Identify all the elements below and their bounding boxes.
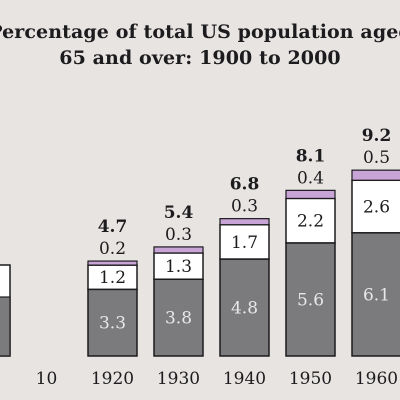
total-label-1930: 5.4 [164, 203, 194, 223]
data-label-1940-middle: 1.7 [231, 233, 258, 253]
chart-title-line-2: 65 and over: 1900 to 2000 [59, 47, 341, 69]
x-tick-label-1950: 1950 [289, 369, 332, 389]
data-label-1920-middle: 1.2 [99, 268, 126, 288]
bar-1960-top [351, 169, 400, 181]
total-label-1950: 8.1 [296, 146, 326, 166]
data-label-1930-bottom: 3.8 [165, 309, 192, 329]
bar-1960-middle [351, 179, 400, 234]
data-label-1930-top: 0.3 [165, 225, 192, 245]
data-label-1960-middle: 2.6 [363, 198, 390, 218]
bar-1940-top [219, 218, 270, 226]
bar-segment-cropped-bottom [0, 296, 11, 357]
x-tick-label-1910: 10 [36, 369, 58, 389]
data-label-1920-bottom: 3.3 [99, 314, 126, 334]
data-label-1920-top: 0.2 [99, 239, 126, 259]
bar-1950-middle [285, 197, 336, 244]
bar-1940-bottom [219, 258, 270, 357]
total-label-1920: 4.7 [98, 217, 128, 237]
data-label-1950-middle: 2.2 [297, 212, 324, 232]
bar-1930-top [153, 246, 204, 254]
bar-1920-bottom [87, 288, 138, 357]
bar-1950-top [285, 189, 336, 200]
x-tick-label-1960: 1960 [355, 369, 398, 389]
bar-1950-bottom [285, 242, 336, 357]
chart-title: Percentage of total US population aged 6… [0, 19, 400, 71]
data-label-1950-bottom: 5.6 [297, 290, 324, 310]
data-label-1940-bottom: 4.8 [231, 299, 258, 319]
total-label-1960: 9.2 [362, 126, 392, 146]
x-tick-label-1920: 1920 [91, 369, 134, 389]
x-tick-label-1940: 1940 [223, 369, 266, 389]
chart-title-line-1: Percentage of total US population aged [0, 21, 400, 43]
bar-1920-middle [87, 264, 138, 291]
data-label-1960-top: 0.5 [363, 148, 390, 168]
data-label-1940-top: 0.3 [231, 197, 258, 217]
data-label-1930-middle: 1.3 [165, 257, 192, 277]
total-label-1940: 6.8 [230, 175, 260, 195]
data-label-1960-bottom: 6.1 [363, 285, 390, 305]
x-tick-label-1930: 1930 [157, 369, 200, 389]
bar-1920-top [87, 260, 138, 266]
data-label-1950-top: 0.4 [297, 168, 324, 188]
bar-1930-middle [153, 252, 204, 280]
